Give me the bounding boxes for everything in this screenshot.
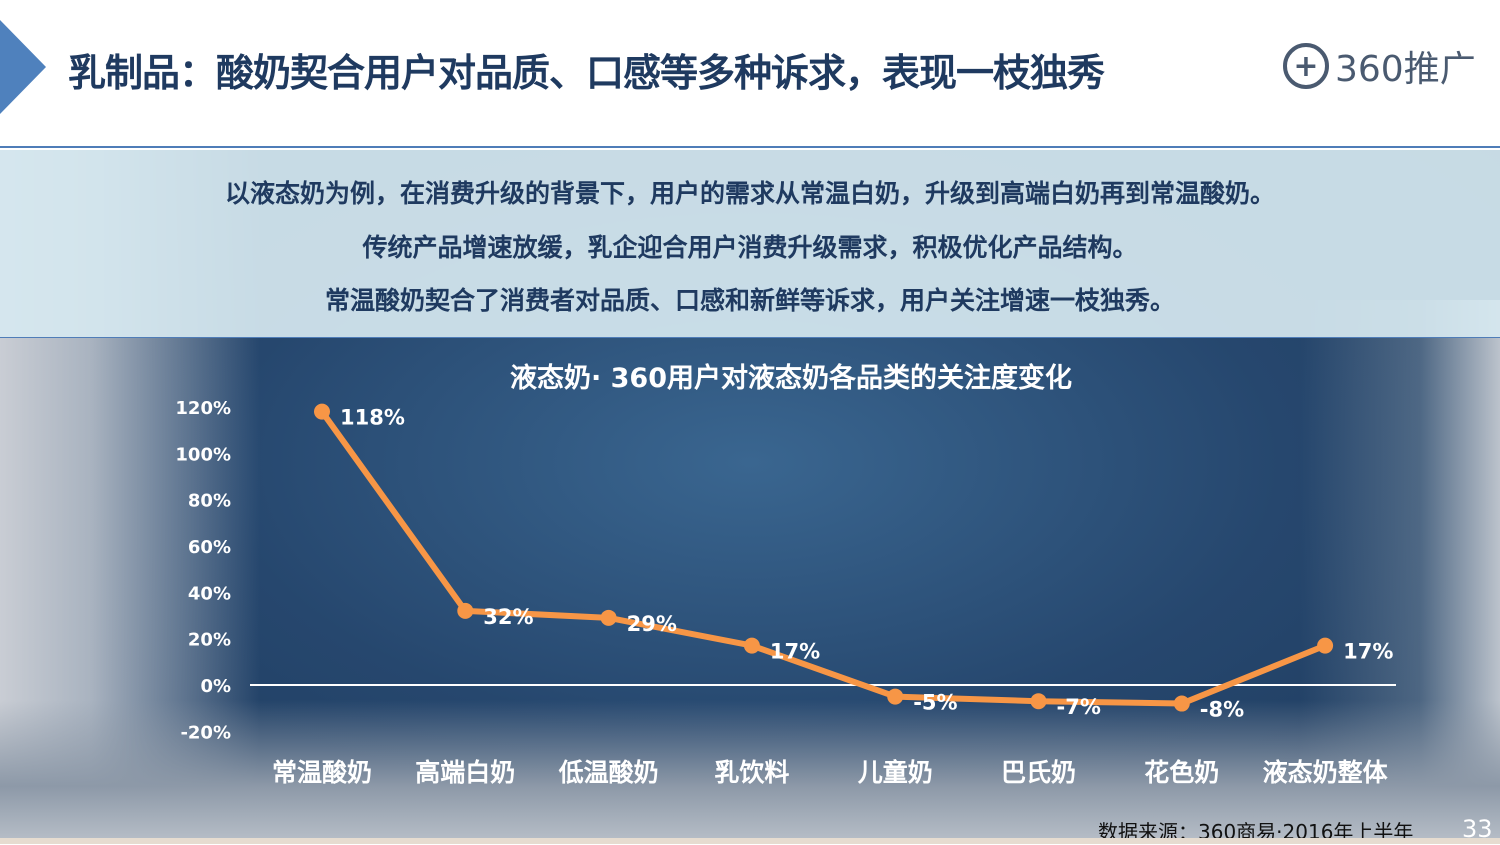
data-label: -7% — [1057, 695, 1101, 719]
x-tick-label: 乳饮料 — [714, 758, 789, 787]
x-tick-label: 儿童奶 — [858, 758, 933, 787]
data-label: 118% — [340, 406, 405, 430]
plus-circle-icon: + — [1283, 43, 1329, 89]
y-tick-label: -20% — [180, 722, 231, 743]
data-point — [600, 609, 617, 626]
data-point — [1173, 695, 1190, 712]
x-tick-label: 常温酸奶 — [272, 758, 372, 787]
x-tick-label: 高端白奶 — [415, 758, 515, 787]
series-line — [319, 409, 1327, 707]
y-tick-label: 20% — [188, 630, 231, 651]
data-point — [1030, 693, 1047, 710]
milk-splash-bottom — [0, 700, 1500, 844]
summary-line: 以液态奶为例，在消费升级的背景下，用户的需求从常温白奶，升级到高端白奶再到常温酸… — [224, 179, 1275, 208]
footer-strip — [0, 838, 1500, 844]
data-point — [314, 403, 330, 420]
header: 乳制品：酸奶契合用户对品质、口感等多种诉求，表现一枝独秀 + 360推广 — [0, 0, 1500, 148]
data-label: -5% — [913, 691, 957, 715]
summary-band: 以液态奶为例，在消费升级的背景下，用户的需求从常温白奶，升级到高端白奶再到常温酸… — [0, 150, 1500, 338]
x-tick-label: 花色奶 — [1144, 758, 1219, 787]
data-label: 29% — [627, 612, 677, 636]
data-point — [887, 688, 904, 705]
y-tick-label: 0% — [200, 676, 231, 697]
x-tick-label: 低温酸奶 — [558, 758, 659, 787]
data-point — [457, 602, 474, 619]
data-label: 17% — [770, 640, 820, 664]
chart-title: 液态奶· 360用户对液态奶各品类的关注度变化 — [509, 363, 1073, 394]
data-label: 32% — [483, 605, 533, 629]
data-label: -8% — [1200, 698, 1244, 722]
data-point — [1317, 637, 1334, 654]
arrow-icon — [0, 20, 46, 114]
y-tick-label: 40% — [188, 583, 231, 604]
summary-line: 常温酸奶契合了消费者对品质、口感和新鲜等诉求，用户关注增速一枝独秀。 — [324, 286, 1175, 315]
y-tick-label: 80% — [188, 491, 231, 512]
logo: + 360推广 — [1283, 40, 1476, 92]
data-point — [743, 637, 760, 654]
logo-text: 360推广 — [1335, 49, 1476, 90]
page-title: 乳制品：酸奶契合用户对品质、口感等多种诉求，表现一枝独秀 — [68, 51, 1105, 95]
y-tick-label: 100% — [175, 444, 231, 465]
y-tick-label: 60% — [188, 537, 231, 558]
summary-line: 传统产品增速放缓，乳企迎合用户消费升级需求，积极优化产品结构。 — [362, 233, 1138, 262]
data-label: 17% — [1343, 640, 1393, 664]
x-tick-label: 液态奶整体 — [1263, 758, 1389, 787]
x-tick-label: 巴氏奶 — [1001, 758, 1076, 787]
y-tick-label: 120% — [175, 398, 231, 419]
